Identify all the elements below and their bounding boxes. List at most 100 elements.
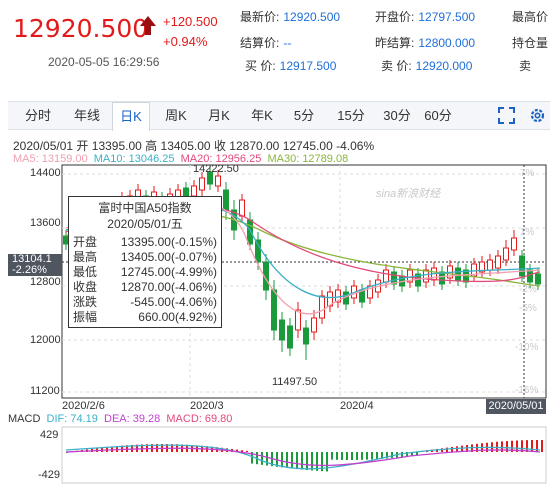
last-price: 12920.500 — [13, 14, 149, 43]
macd-bar — [261, 452, 263, 465]
macd-legend: MACD DIF: 74.19 DEA: 39.28 MACD: 69.80 — [8, 413, 233, 425]
tab-intraday[interactable]: 分时 — [24, 108, 51, 123]
field-settle: 结算价: -- — [240, 36, 292, 50]
pct-tick: -5% — [519, 303, 537, 314]
tab-monthly-k[interactable]: 月K — [208, 108, 230, 123]
macd-bar — [386, 452, 388, 459]
pct-tick: -2% — [519, 284, 537, 295]
candle-body — [271, 289, 277, 331]
ma30-label: MA30: 12789.08 — [267, 153, 349, 165]
candle-body — [495, 255, 501, 269]
tab-5min[interactable]: 5分 — [293, 108, 315, 123]
fullscreen-icon[interactable] — [498, 107, 515, 124]
macd-bar — [241, 450, 243, 452]
candle-body — [327, 291, 333, 307]
ma10-label: MA10: 13046.25 — [93, 153, 175, 165]
macd-bar — [466, 445, 468, 452]
tab-weekly-k[interactable]: 周K — [165, 108, 187, 123]
field-prev-settle: 昨结算: 12800.000 — [375, 36, 476, 50]
tooltip-row: 收盘 12870.00(-4.06%) — [73, 280, 217, 294]
change-percent: +0.94% — [163, 34, 208, 49]
macd-bar — [446, 447, 448, 452]
candle-body — [311, 317, 317, 333]
candle-body — [247, 219, 253, 245]
tab-year-line[interactable]: 年线 — [73, 108, 100, 123]
tab-30min[interactable]: 30分 — [383, 108, 411, 123]
tab-15min[interactable]: 15分 — [337, 108, 365, 123]
field-latest: 最新价: 12920.500 — [240, 10, 341, 24]
candle-body — [423, 269, 429, 283]
tooltip-row: 最高 13405.00(-0.07%) — [73, 250, 217, 264]
macd-bar — [326, 452, 328, 472]
candle-body — [383, 269, 389, 283]
macd-bar — [321, 452, 323, 472]
macd-bar — [336, 452, 338, 460]
y-tick-14400: 14400 — [30, 167, 61, 179]
macd-bar — [356, 452, 358, 460]
candle-body — [207, 171, 213, 185]
tab-yearly-k[interactable]: 年K — [251, 108, 273, 123]
candle-body — [239, 199, 245, 217]
tab-daily-k[interactable]: 日K — [112, 102, 150, 131]
macd-bar — [521, 440, 523, 452]
price-change: +120.500 +0.94% — [163, 12, 218, 52]
x-tick: 2020/2/6 — [62, 400, 105, 412]
crosshair-date-tag: 2020/05/01 — [486, 399, 546, 414]
field-ask: 卖 价: 12920.000 — [381, 59, 473, 73]
pct-tick: 1% — [520, 227, 535, 238]
y-tick-13600: 13600 — [30, 217, 61, 229]
macd-bar — [341, 452, 343, 460]
macd-bar — [251, 452, 253, 464]
macd-bar — [111, 446, 113, 452]
macd-bar — [511, 440, 513, 452]
tooltip-row: 涨跌 -545.00(-4.06%) — [73, 295, 217, 309]
tooltip-date: 2020/05/01/五 — [107, 217, 183, 231]
watermark: sina新浪财经 — [376, 188, 441, 200]
ma5-label: MA5: 13159.00 — [13, 153, 88, 165]
tooltip-row: 振幅 660.00(4.92%) — [73, 310, 217, 324]
period-tab-bar: 分时 年线 日K 周K 月K 年K 5分 15分 30分 60分 — [8, 101, 550, 131]
macd-bar — [126, 445, 128, 452]
macd-bar — [311, 452, 313, 471]
low-annotation: 11497.50 — [272, 376, 318, 388]
macd-bar — [141, 444, 143, 452]
macd-bar — [516, 440, 518, 452]
candle-body — [215, 175, 221, 187]
tab-60min[interactable]: 60分 — [424, 108, 452, 123]
macd-bar — [306, 452, 308, 471]
macd-bar — [296, 452, 298, 470]
macd-bar — [501, 441, 503, 452]
pct-tick: 7% — [520, 168, 535, 179]
candle-body — [191, 185, 197, 197]
macd-y-bottom: -429 — [38, 469, 61, 481]
macd-bar — [236, 449, 238, 452]
candle-body — [287, 325, 293, 349]
macd-bar — [371, 452, 373, 460]
macd-bar — [401, 452, 403, 458]
candle-body — [359, 289, 365, 303]
candle-body — [511, 237, 517, 251]
macd-frame — [61, 426, 547, 484]
current-price-tag: 13104.1 -2.26% — [8, 254, 62, 276]
candle-body — [471, 263, 477, 277]
candle-body — [519, 255, 525, 277]
macd-bar — [411, 452, 413, 457]
candle-body — [295, 309, 301, 331]
candle-body — [303, 327, 309, 345]
field-bid: 买 价: 12917.500 — [245, 59, 337, 73]
field-open: 开盘价: 12797.500 — [375, 10, 476, 24]
candle-body — [319, 295, 325, 319]
candle-body — [487, 259, 493, 271]
macd-bar — [376, 452, 378, 460]
field-ask-vol: 卖 — [519, 59, 532, 73]
y-tick-12800: 12800 — [30, 276, 61, 288]
field-open-interest: 持仓量 — [512, 36, 549, 50]
macd-bar — [451, 446, 453, 452]
settings-icon[interactable] — [529, 107, 546, 124]
macd-bar — [361, 452, 363, 460]
macd-bar — [136, 444, 138, 452]
y-tick-11200: 11200 — [30, 385, 60, 397]
tooltip-title: 富时中国A50指数 — [98, 201, 192, 215]
ma20-label: MA20: 12956.25 — [180, 153, 262, 165]
macd-bar — [381, 452, 383, 459]
